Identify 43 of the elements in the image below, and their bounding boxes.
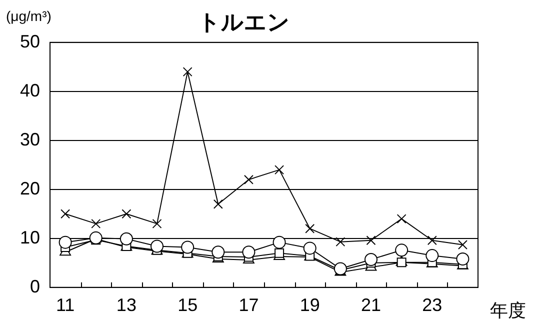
- point: [152, 218, 162, 228]
- point: [150, 240, 164, 253]
- point: [364, 252, 378, 266]
- x-axis-title: 年度: [490, 300, 526, 320]
- point: [336, 237, 346, 247]
- point: [456, 252, 470, 266]
- point: [395, 244, 408, 257]
- point: [274, 248, 284, 258]
- point: [120, 232, 133, 246]
- y-tick-label: 20: [20, 178, 40, 198]
- y-tick-label: 50: [20, 31, 40, 52]
- point: [274, 165, 284, 175]
- point: [91, 218, 101, 228]
- point: [181, 240, 194, 254]
- point: [305, 224, 315, 234]
- point: [427, 236, 437, 246]
- x-tick-label: 13: [116, 295, 136, 316]
- point: [366, 236, 376, 246]
- y-axis-title: (μg/m³): [6, 8, 52, 24]
- point: [458, 240, 468, 250]
- point: [272, 236, 286, 249]
- point: [212, 246, 225, 259]
- y-tick-label: 0: [30, 276, 40, 296]
- x-tick-label: 17: [238, 295, 259, 316]
- point: [60, 209, 70, 219]
- y-tick-label: 10: [20, 227, 40, 248]
- x-tick-label: 21: [360, 295, 382, 316]
- x-tick-label: 19: [300, 295, 320, 316]
- x-tick-label: 11: [56, 295, 75, 316]
- y-tick-label: 30: [20, 129, 40, 150]
- chart-title: トルエン: [198, 9, 290, 34]
- point: [58, 236, 72, 249]
- point: [244, 174, 254, 184]
- point: [182, 67, 192, 77]
- point: [396, 214, 406, 224]
- x-tick-label: 23: [422, 295, 442, 316]
- point: [213, 199, 223, 209]
- x-tick-label: 15: [178, 295, 198, 316]
- y-tick-label: 40: [20, 80, 40, 100]
- point: [426, 249, 439, 262]
- point: [303, 242, 316, 255]
- point: [242, 246, 256, 259]
- point: [122, 209, 132, 219]
